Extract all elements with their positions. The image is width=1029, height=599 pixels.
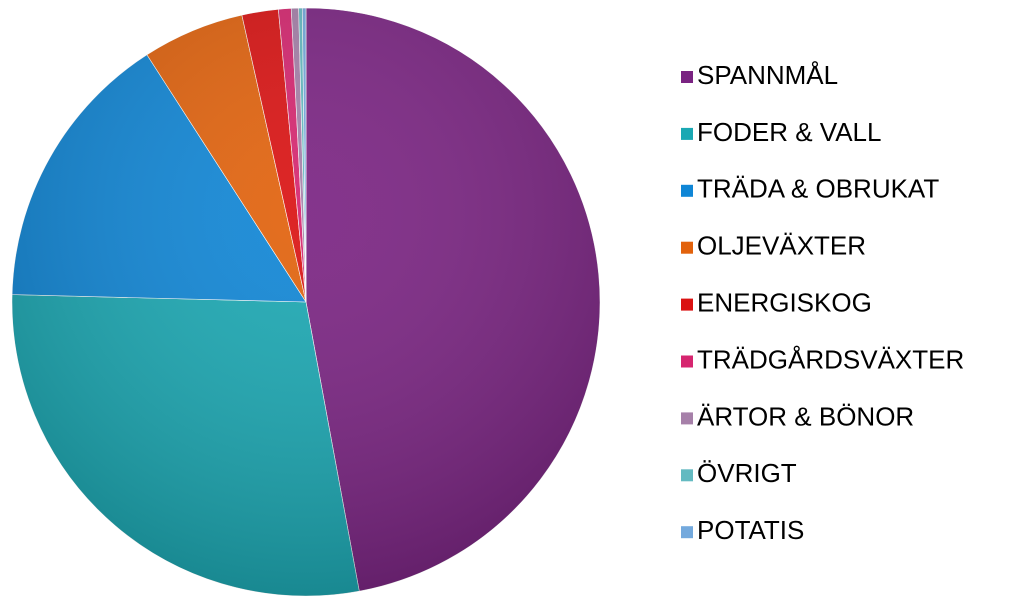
legend-swatch bbox=[681, 71, 693, 83]
legend-label: ÖVRIGT bbox=[697, 458, 797, 488]
legend-label: TRÄDGÅRDSVÄXTER bbox=[697, 344, 964, 374]
legend-label: SPANNMÅL bbox=[697, 60, 838, 90]
legend-swatch bbox=[681, 127, 693, 140]
pie-slice bbox=[305, 7, 601, 592]
legend-swatch bbox=[681, 526, 693, 539]
legend-label: ÄRTOR & BÖNOR bbox=[697, 401, 914, 431]
legend: SPANNMÅL FODER & VALL TRÄDA & OBRUKAT OLJEV… bbox=[681, 60, 964, 545]
legend-label: ENERGISKOG bbox=[697, 287, 872, 317]
legend-swatch bbox=[681, 241, 693, 254]
legend-swatch bbox=[681, 184, 693, 197]
legend-swatch bbox=[681, 469, 693, 482]
legend-swatch bbox=[681, 298, 693, 311]
legend-swatch bbox=[681, 355, 693, 368]
legend-label: POTATIS bbox=[697, 515, 804, 545]
legend-label: OLJEVÄXTER bbox=[697, 231, 866, 261]
legend-label: FODER & VALL bbox=[697, 117, 881, 147]
legend-label: TRÄDA & OBRUKAT bbox=[697, 174, 939, 204]
pie bbox=[11, 7, 601, 597]
pie-slice bbox=[11, 294, 360, 597]
legend-swatch bbox=[681, 412, 693, 425]
